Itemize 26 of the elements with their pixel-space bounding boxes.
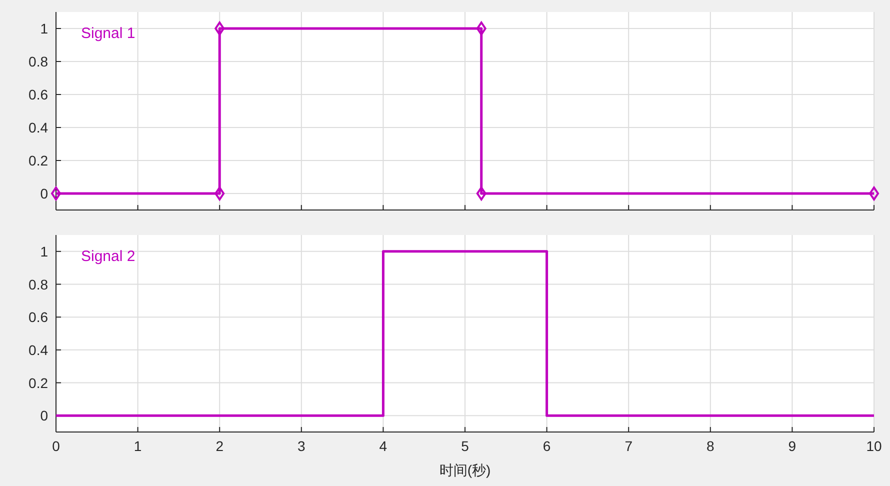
y-tick-label: 0.6 [28, 86, 48, 102]
x-tick-label: 0 [52, 438, 60, 454]
text: Signal 1 [81, 25, 136, 42]
x-tick-label: 3 [298, 438, 306, 454]
x-tick-label: 2 [216, 438, 224, 454]
y-tick-label: 0.4 [28, 120, 48, 136]
x-tick-label: 5 [461, 438, 470, 454]
y-tick-label: 0 [40, 408, 48, 424]
x-axis-title: 时间(秒) [439, 462, 491, 478]
x-tick-label: 9 [788, 438, 796, 454]
x-tick-label: 7 [624, 438, 633, 454]
y-tick-label: 0.6 [28, 309, 48, 326]
x-tick-label: 4 [379, 438, 388, 454]
x-tick-label: 8 [706, 438, 714, 454]
y-tick-label: 0 [40, 186, 48, 202]
x-tick-label: 6 [542, 438, 551, 454]
y-tick-label: 1 [40, 243, 48, 260]
y-tick-label: 0.2 [28, 152, 48, 168]
x-tick-label: 10 [866, 438, 882, 454]
text: Signal 2 [81, 248, 136, 265]
y-tick-label: 1 [40, 20, 48, 36]
x-tick-label: 1 [134, 438, 142, 454]
y-tick-label: 0.4 [28, 342, 48, 358]
y-tick-label: 0.2 [28, 374, 48, 391]
y-tick-label: 0.8 [28, 276, 48, 292]
y-tick-label: 0.8 [28, 54, 48, 70]
